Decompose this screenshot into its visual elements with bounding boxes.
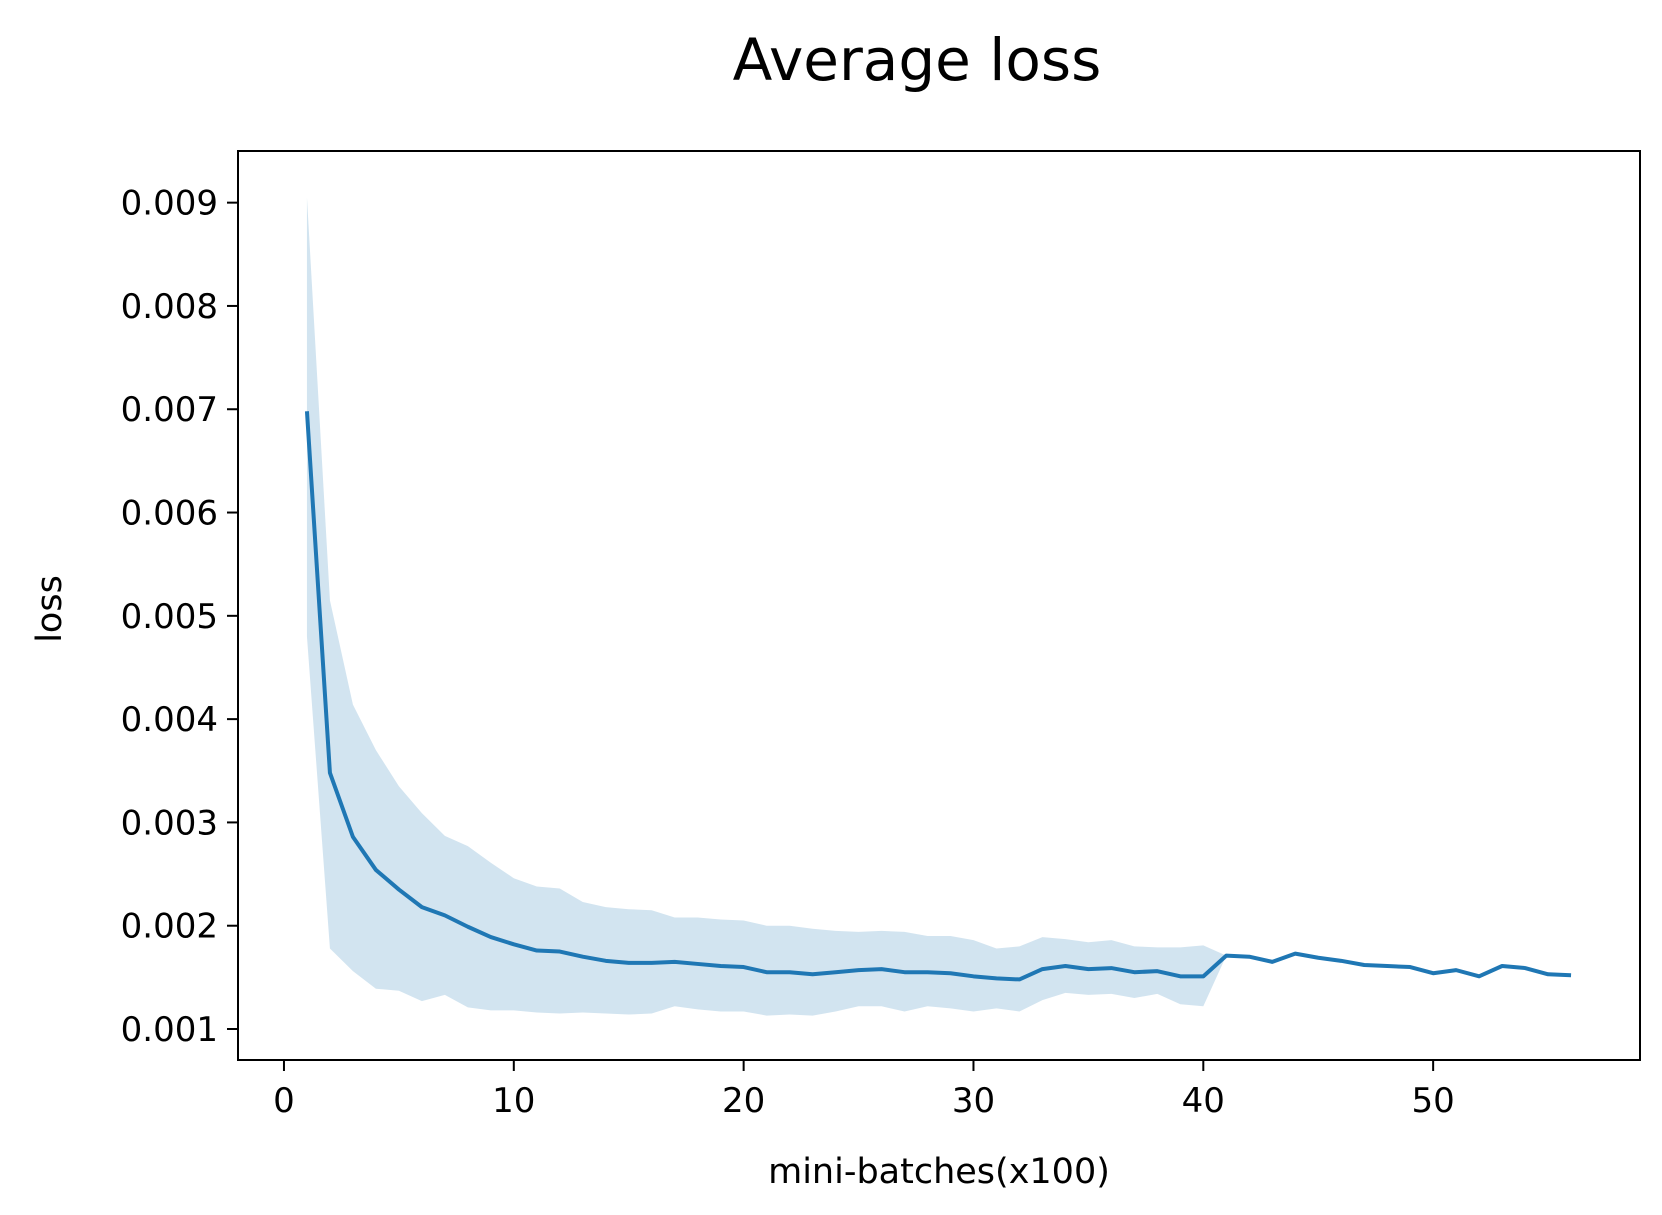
x-tick-label: 20 xyxy=(722,1081,765,1121)
x-tick-label: 50 xyxy=(1412,1081,1455,1121)
data-point xyxy=(1408,965,1412,969)
data-point xyxy=(604,959,608,963)
data-point xyxy=(1523,966,1527,970)
x-tick-label: 0 xyxy=(273,1081,295,1121)
data-point xyxy=(696,962,700,966)
x-tick-label: 40 xyxy=(1182,1081,1225,1121)
data-point xyxy=(857,968,861,972)
data-point xyxy=(328,771,332,775)
data-point xyxy=(1316,956,1320,960)
data-point xyxy=(1201,974,1205,978)
data-point xyxy=(742,965,746,969)
data-point xyxy=(1362,963,1366,967)
data-point xyxy=(994,976,998,980)
data-point xyxy=(535,949,539,953)
data-point xyxy=(581,955,585,959)
x-axis-label: mini-batches(x100) xyxy=(768,1152,1110,1192)
data-point xyxy=(719,964,723,968)
data-point xyxy=(1339,959,1343,963)
y-tick-label: 0.007 xyxy=(121,390,218,430)
y-tick-label: 0.006 xyxy=(121,494,218,534)
data-point xyxy=(305,409,309,413)
plot-area-frame xyxy=(237,150,1641,1061)
data-point xyxy=(1040,967,1044,971)
data-point xyxy=(1500,964,1504,968)
data-point xyxy=(420,905,424,909)
data-point xyxy=(903,970,907,974)
data-point xyxy=(650,961,654,965)
y-tick-label: 0.009 xyxy=(121,184,218,224)
data-point xyxy=(374,868,378,872)
y-tick-label: 0.003 xyxy=(121,803,218,843)
data-point xyxy=(971,974,975,978)
data-point xyxy=(489,935,493,939)
data-point xyxy=(834,970,838,974)
data-point xyxy=(788,970,792,974)
confidence-band xyxy=(306,197,1227,1016)
data-point xyxy=(1385,964,1389,968)
data-point xyxy=(1546,972,1550,976)
data-point xyxy=(673,960,677,964)
data-point xyxy=(1431,971,1435,975)
data-point xyxy=(1178,974,1182,978)
data-point xyxy=(1063,964,1067,968)
y-tick-label: 0.005 xyxy=(121,597,218,637)
chart-title: Average loss xyxy=(733,26,1102,94)
y-tick-label: 0.001 xyxy=(121,1010,218,1050)
data-point xyxy=(512,942,516,946)
series-line-layer xyxy=(304,409,1573,982)
y-axis-label: loss xyxy=(30,575,70,643)
data-point xyxy=(1293,952,1297,956)
data-point xyxy=(1017,977,1021,981)
data-point xyxy=(443,913,447,917)
data-point xyxy=(1109,966,1113,970)
y-tick-label: 0.008 xyxy=(121,287,218,327)
x-axis: 0 10 20 30 40 50 xyxy=(273,1060,1455,1121)
data-point xyxy=(1132,970,1136,974)
data-point xyxy=(1477,974,1481,978)
data-point xyxy=(811,972,815,976)
y-axis: 0.001 0.002 0.003 0.004 0.005 0.006 0.007 0.008… xyxy=(121,184,238,1050)
data-point xyxy=(351,835,355,839)
x-tick-label: 30 xyxy=(952,1081,995,1121)
y-tick-label: 0.004 xyxy=(121,700,218,740)
data-point xyxy=(1569,973,1573,977)
data-point xyxy=(765,970,769,974)
data-point xyxy=(1224,954,1228,958)
data-point xyxy=(1247,955,1251,959)
series-line-0 xyxy=(304,411,1572,982)
data-point xyxy=(466,925,470,929)
x-tick-label: 10 xyxy=(492,1081,535,1121)
data-point xyxy=(880,967,884,971)
data-point xyxy=(397,888,401,892)
data-point xyxy=(1454,968,1458,972)
data-point xyxy=(627,961,631,965)
data-point xyxy=(1155,969,1159,973)
data-point xyxy=(558,950,562,954)
data-point xyxy=(948,971,952,975)
confidence-band-layer xyxy=(306,197,1227,1016)
data-point xyxy=(926,970,930,974)
data-point xyxy=(1086,967,1090,971)
y-tick-label: 0.002 xyxy=(121,907,218,947)
data-point xyxy=(1270,960,1274,964)
